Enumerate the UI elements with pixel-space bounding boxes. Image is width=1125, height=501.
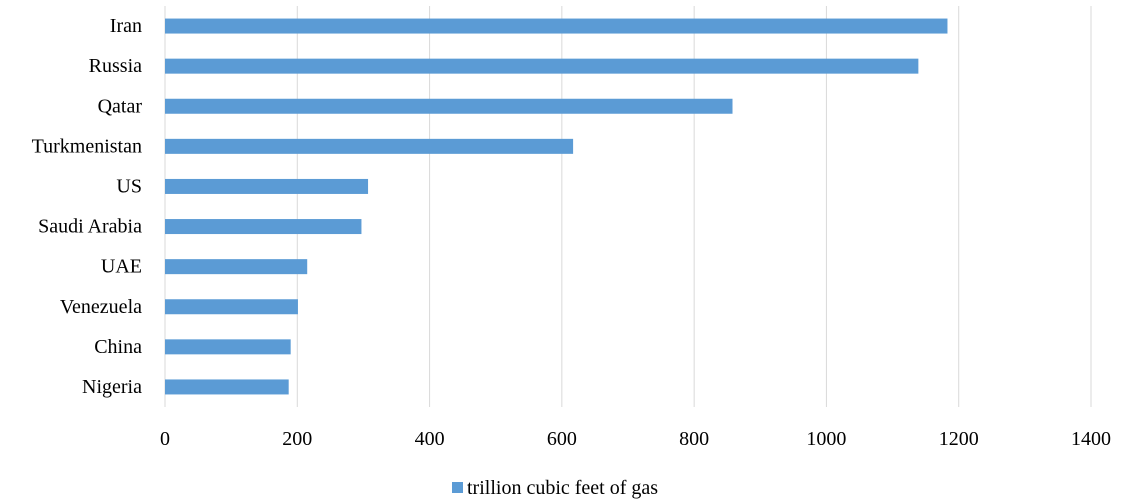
category-label: UAE — [101, 256, 142, 278]
category-label: Nigeria — [82, 376, 142, 398]
category-label: Russia — [89, 55, 142, 77]
x-tick-label: 1200 — [939, 428, 979, 450]
category-label: Turkmenistan — [32, 135, 142, 157]
category-labels: Iran Russia Qatar Turkmenistan US Saudi Arabi… — [32, 15, 143, 398]
bar-nigeria — [165, 379, 289, 395]
legend-swatch — [452, 482, 463, 493]
bar-qatar — [165, 98, 733, 114]
bar-russia — [165, 58, 919, 74]
x-tick-labels: 0 200 400 600 800 1000 1200 1400 — [160, 428, 1111, 450]
bar-uae — [165, 259, 308, 275]
bar-us — [165, 178, 369, 194]
x-tick-label: 1400 — [1071, 428, 1111, 450]
bar-iran — [165, 18, 948, 34]
x-tick-label: 200 — [282, 428, 312, 450]
category-label: Saudi Arabia — [38, 216, 142, 238]
bar-china — [165, 339, 291, 355]
bar-venezuela — [165, 299, 298, 315]
category-label: China — [94, 336, 142, 358]
bars — [165, 18, 948, 395]
x-tick-label: 0 — [160, 428, 170, 450]
category-label: Iran — [110, 15, 142, 37]
x-tick-label: 400 — [415, 428, 445, 450]
x-tick-label: 1000 — [806, 428, 846, 450]
legend: trillion cubic feet of gas — [452, 477, 658, 499]
bar-turkmenistan — [165, 138, 574, 154]
category-label: US — [116, 175, 142, 197]
category-label: Qatar — [98, 95, 143, 117]
category-label: Venezuela — [60, 296, 142, 318]
x-tick-label: 800 — [679, 428, 709, 450]
bar-saudi-arabia — [165, 219, 362, 235]
x-tick-label: 600 — [547, 428, 577, 450]
legend-label: trillion cubic feet of gas — [467, 477, 658, 499]
